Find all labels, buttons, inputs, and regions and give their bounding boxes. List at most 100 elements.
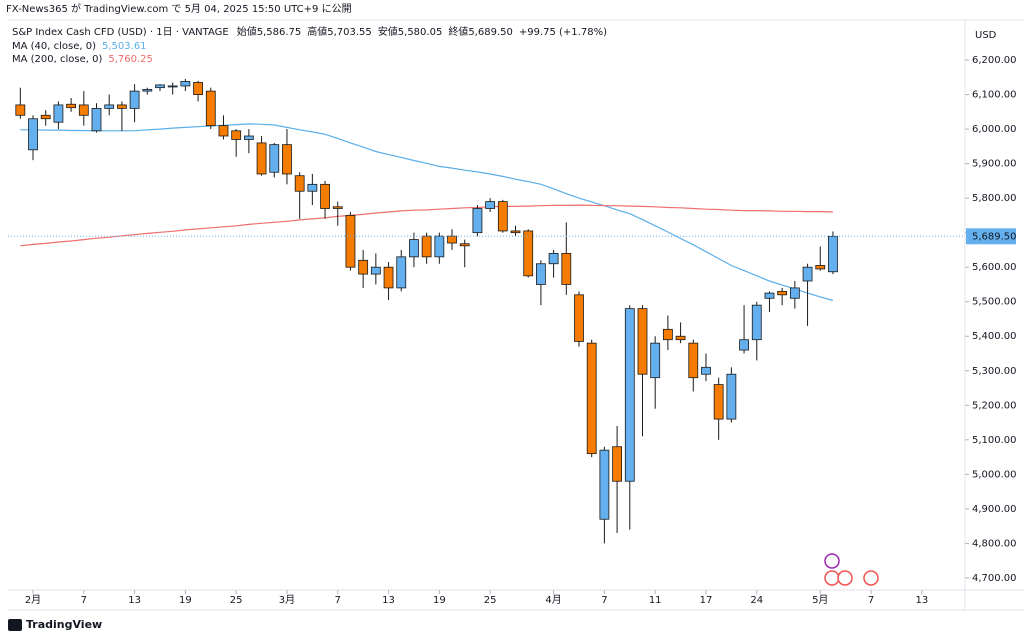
candle-body xyxy=(802,266,813,282)
candle-body xyxy=(129,90,140,109)
candle-body xyxy=(472,208,483,234)
y-tick-label: 4,800.00 xyxy=(972,538,1017,549)
candle-body xyxy=(231,130,242,140)
plot xyxy=(8,59,969,594)
y-tick-label: 5,900.00 xyxy=(972,159,1017,170)
legend-value: 5,689.50 xyxy=(468,27,513,38)
y-tick-label: 5,600.00 xyxy=(972,262,1017,273)
candle-body xyxy=(675,335,686,341)
candle-body xyxy=(332,206,343,209)
candle-body xyxy=(193,82,203,95)
y-tick-label: 5,800.00 xyxy=(972,193,1017,204)
legend-key: 高値 xyxy=(307,25,327,38)
last-price-label: 5,689.50 xyxy=(972,231,1017,242)
y-tick-label: 5,100.00 xyxy=(972,435,1017,446)
candle-body xyxy=(459,243,470,247)
candle-body xyxy=(789,287,800,299)
candle-body xyxy=(40,114,51,120)
event-icon xyxy=(824,570,840,586)
legend-ma-name: MA (40, close, 0) xyxy=(12,41,96,52)
candle-body xyxy=(586,342,597,455)
ma-line xyxy=(20,123,834,302)
candle-body xyxy=(688,342,699,379)
candle-body xyxy=(66,103,77,109)
candle-body xyxy=(53,104,64,123)
x-tick-label: 25 xyxy=(230,595,243,606)
y-tick-label: 6,100.00 xyxy=(972,90,1017,101)
x-tick-label: 17 xyxy=(700,595,713,606)
candle-body xyxy=(447,235,457,244)
event-icon xyxy=(824,553,840,569)
logo-icon xyxy=(8,619,22,631)
legend-change: +99.75 (+1.78%) xyxy=(519,27,607,38)
candle-body xyxy=(358,259,369,275)
y-tick-label: 4,700.00 xyxy=(972,573,1017,584)
candle-body xyxy=(828,235,838,273)
candle-body xyxy=(269,144,280,173)
legend-value: 5,580.05 xyxy=(398,27,443,38)
candle-body xyxy=(561,252,572,285)
x-tick-label: 7 xyxy=(335,595,341,606)
candle-body xyxy=(167,85,178,88)
candle-body xyxy=(256,142,267,175)
candle-body xyxy=(104,104,115,109)
currency: USD xyxy=(975,30,997,41)
candle-body xyxy=(91,107,102,132)
candle-body xyxy=(294,175,305,192)
candle-body xyxy=(523,230,534,277)
y-tick-label: 4,900.00 xyxy=(972,504,1017,515)
candle-body xyxy=(815,265,826,270)
candle-body xyxy=(701,366,711,375)
candle-body xyxy=(713,384,724,420)
candle-body xyxy=(421,235,432,258)
candle-body xyxy=(497,201,508,232)
x-tick-label: 13 xyxy=(382,595,395,606)
x-tick-label: 13 xyxy=(915,595,928,606)
candle-body xyxy=(205,90,216,127)
candle-body xyxy=(15,104,26,116)
candle-body xyxy=(307,183,318,192)
candle-body xyxy=(510,230,521,234)
legend-ma-name: MA (200, close, 0) xyxy=(12,54,102,65)
legend: S&P Index Cash CFD (USD) · 1日 · VANTAGE 始… xyxy=(12,25,607,65)
candle-body xyxy=(396,256,407,289)
x-tick-label: 19 xyxy=(179,595,192,606)
header: FX-News365 が TradingView.com で 5月 04, 20… xyxy=(6,2,352,15)
x-tick-label: 25 xyxy=(484,595,497,606)
x-tick-label: 13 xyxy=(128,595,141,606)
y-tick-label: 6,000.00 xyxy=(972,124,1017,135)
candle-body xyxy=(548,252,559,265)
candle-body xyxy=(383,266,394,289)
x-tick-label: 4月 xyxy=(545,594,561,606)
candle-body xyxy=(370,266,381,275)
candle-body xyxy=(650,342,661,379)
candle-body xyxy=(624,308,635,482)
x-tick-label: 3月 xyxy=(279,594,295,606)
candle-body xyxy=(662,328,673,341)
legend-value: 5,586.75 xyxy=(257,27,302,38)
candle-body xyxy=(485,201,496,209)
candle-body xyxy=(764,292,775,299)
legend-key: 始値 xyxy=(237,25,257,38)
x-tick-label: 24 xyxy=(750,595,763,606)
legend-key: 終値 xyxy=(448,25,468,38)
candle-body xyxy=(282,144,292,175)
x-tick-label: 19 xyxy=(433,595,446,606)
candle-body xyxy=(180,81,191,87)
y-tick-label: 5,400.00 xyxy=(972,331,1017,342)
candle-body xyxy=(751,304,762,341)
legend-value: 5,703.55 xyxy=(327,27,372,38)
candle-body xyxy=(218,125,229,137)
candle-body xyxy=(28,118,38,151)
y-tick-label: 5,500.00 xyxy=(972,297,1017,308)
candle-body xyxy=(637,308,648,375)
candle-body xyxy=(243,135,254,140)
candle-body xyxy=(599,449,610,520)
candle-body xyxy=(320,183,330,209)
ma-line xyxy=(20,204,833,247)
footer-text: TradingView xyxy=(26,618,102,631)
candle-body xyxy=(726,373,737,420)
y-tick-label: 6,200.00 xyxy=(972,55,1017,66)
legend-ma-value: 5,503.61 xyxy=(102,41,147,52)
